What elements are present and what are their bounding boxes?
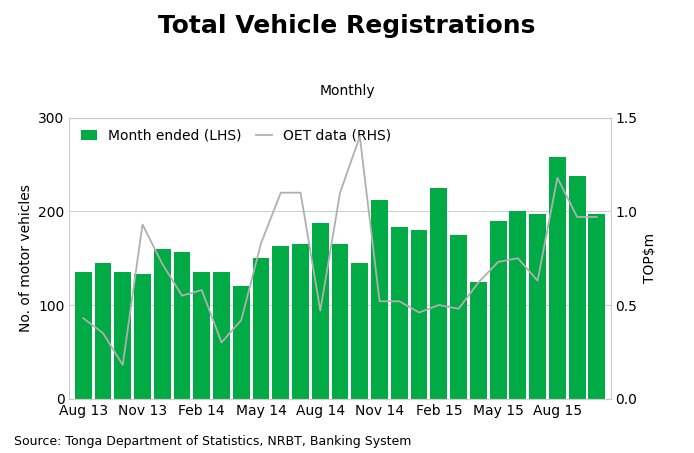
Bar <box>509 212 526 399</box>
Bar <box>549 157 566 399</box>
Bar <box>411 230 428 399</box>
Bar <box>75 272 92 399</box>
Text: Total Vehicle Registrations: Total Vehicle Registrations <box>158 14 536 38</box>
Bar <box>253 258 269 399</box>
Bar <box>351 263 369 399</box>
Bar <box>292 244 309 399</box>
Bar <box>94 263 111 399</box>
Bar <box>174 252 190 399</box>
Bar <box>391 227 408 399</box>
Bar <box>213 272 230 399</box>
Bar <box>332 244 348 399</box>
Bar <box>530 214 546 399</box>
Text: Monthly: Monthly <box>319 84 375 98</box>
Bar <box>154 249 171 399</box>
Bar <box>371 200 388 399</box>
Bar <box>470 282 486 399</box>
Bar <box>490 221 507 399</box>
Bar <box>589 214 605 399</box>
Bar <box>194 272 210 399</box>
Bar <box>272 246 289 399</box>
Legend: Month ended (LHS), OET data (RHS): Month ended (LHS), OET data (RHS) <box>76 125 396 147</box>
Bar <box>430 188 447 399</box>
Bar <box>233 286 250 399</box>
Y-axis label: TOP$m: TOP$m <box>643 233 657 283</box>
Bar <box>569 176 586 399</box>
Y-axis label: No. of motor vehicles: No. of motor vehicles <box>19 184 33 332</box>
Bar <box>115 272 131 399</box>
Text: Source: Tonga Department of Statistics, NRBT, Banking System: Source: Tonga Department of Statistics, … <box>14 435 412 448</box>
Bar <box>450 235 467 399</box>
Bar <box>134 274 151 399</box>
Bar <box>312 222 329 399</box>
